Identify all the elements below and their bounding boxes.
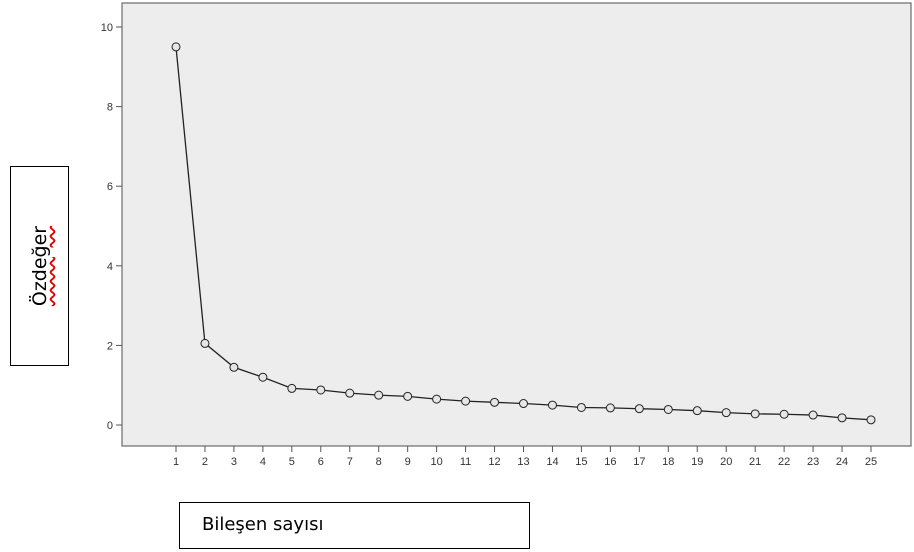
x-tick-label: 14 [546,456,558,468]
x-axis-label: Bileşen sayısı [202,514,324,535]
x-tick-label: 8 [376,456,382,468]
plot-area [121,2,912,447]
x-tick-label: 17 [633,456,645,468]
data-point [779,409,789,419]
y-tick-label: 4 [107,261,113,273]
x-tick-label: 25 [865,456,877,468]
y-tick-label: 10 [101,22,113,34]
data-point [750,409,760,419]
data-point [316,385,326,395]
data-point [403,391,413,401]
x-tick-label: 6 [318,456,324,468]
data-point [171,42,181,52]
data-point [229,362,239,372]
data-point [200,338,210,348]
data-point [837,413,847,423]
y-tick-label: 2 [107,340,113,352]
x-axis-label-box: Bileşen sayısı [179,502,530,549]
x-tick-label: 7 [347,456,353,468]
data-point [721,408,731,418]
data-point [287,383,297,393]
y-axis-label-box: Özdeğer [10,166,69,366]
data-point [519,399,528,409]
data-point [547,400,557,410]
x-tick-label: 5 [289,456,295,468]
x-tick-label: 2 [202,456,208,468]
data-point [490,397,500,407]
x-tick-label: 20 [720,456,732,468]
y-tick-label: 8 [107,102,113,114]
data-point [345,388,355,398]
data-point [808,410,818,420]
eigenvalue-series [171,42,876,425]
data-point [605,403,615,413]
x-tick-label: 18 [662,456,674,468]
x-tick-label: 4 [260,456,266,468]
data-point [634,404,644,414]
x-tick-label: 3 [231,456,237,468]
x-tick-label: 16 [604,456,616,468]
x-tick-label: 12 [488,456,500,468]
x-tick-label: 24 [836,456,848,468]
x-tick-label: 1 [173,456,179,468]
y-axis: 0 2 4 6 8 10 [101,22,122,432]
data-point [432,394,442,404]
data-point [258,372,268,382]
x-tick-label: 21 [749,456,761,468]
x-tick-label: 23 [807,456,819,468]
x-tick-label: 13 [517,456,529,468]
y-tick-label: 6 [107,181,113,193]
data-point [576,402,586,412]
x-axis: 1 2 3 4 5 6 7 8 9 10 11 12 13 14 15 16 17 18 19 20 21 22 23 24 2… [173,446,877,468]
y-axis-label: Özdeğer [28,225,51,307]
x-tick-label: 22 [778,456,790,468]
data-point [866,415,876,425]
data-point [374,390,384,400]
x-tick-label: 11 [460,456,471,468]
y-tick-label: 0 [107,420,113,432]
data-point [461,396,471,406]
x-tick-label: 15 [575,456,587,468]
data-point [692,406,702,416]
data-point [663,404,673,414]
x-tick-label: 9 [405,456,411,468]
x-tick-label: 19 [691,456,703,468]
x-tick-label: 10 [431,456,443,468]
